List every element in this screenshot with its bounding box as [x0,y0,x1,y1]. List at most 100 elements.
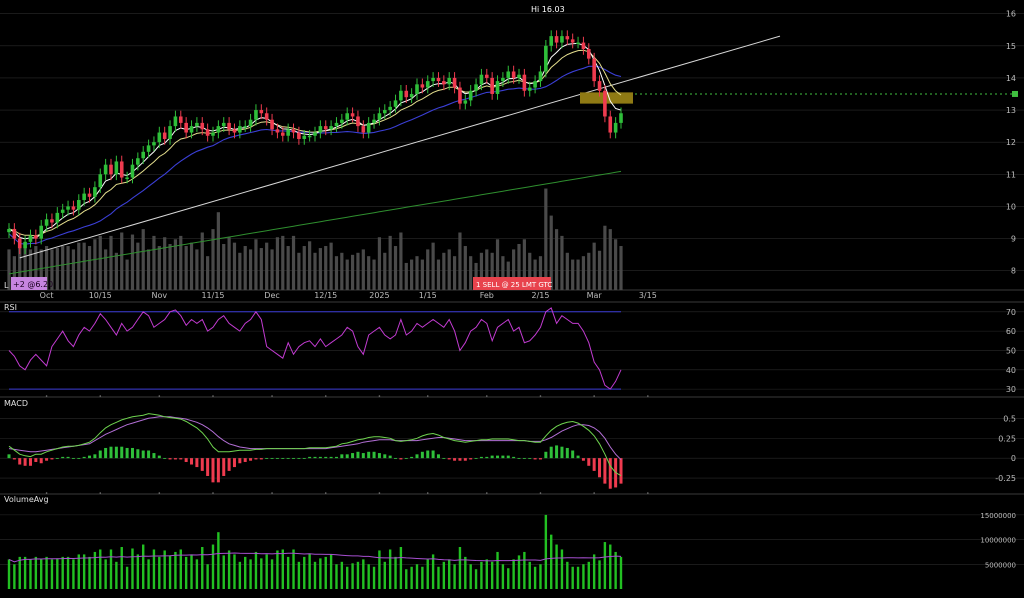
sell-order-tag[interactable]: 1 SELL @ 25 LMT GTC [476,281,552,289]
candle-body[interactable] [195,122,199,127]
candle-body[interactable] [608,116,613,133]
price-panel[interactable]: 8 9 10 11 12 13 14 15 16 Oct 10/15 Nov 11/15 Dec 12/15… [7,10,1018,300]
candle-body[interactable] [66,206,70,210]
candle-body[interactable] [82,193,86,201]
buy-tag-bg[interactable] [11,277,47,290]
candle-body[interactable] [318,126,323,133]
candle-body[interactable] [248,119,253,127]
candle-body[interactable] [189,126,194,133]
candle-body[interactable] [533,81,537,88]
candle-body[interactable] [361,126,366,133]
candle-body[interactable] [98,174,103,188]
candle-body[interactable] [329,126,333,130]
candle-body[interactable] [554,36,559,43]
candle-body[interactable] [173,116,178,127]
candle-body[interactable] [334,122,339,127]
candle-body[interactable] [200,122,205,130]
candle-body[interactable] [560,36,564,43]
candle-body[interactable] [495,81,500,94]
volume-avg-panel[interactable]: 5000000 10000000 15000000 [7,512,1016,589]
candle-body[interactable] [415,84,419,94]
candle-body[interactable] [23,241,27,249]
candle-body[interactable] [39,225,44,239]
candle-body[interactable] [447,77,452,85]
candle-body[interactable] [452,77,457,88]
candle-body[interactable] [388,106,392,111]
candle-body[interactable] [592,58,596,82]
candle-body[interactable] [232,129,237,133]
candle-body[interactable] [350,113,355,117]
candle-body[interactable] [377,113,382,120]
candle-body[interactable] [372,119,376,123]
candle-body[interactable] [259,110,264,114]
candle-body[interactable] [393,100,398,107]
candle-body[interactable] [382,110,387,114]
candle-body[interactable] [103,164,108,175]
candle-body[interactable] [302,135,307,139]
candle-body[interactable] [490,77,494,94]
candle-body[interactable] [570,39,575,43]
candle-body[interactable] [404,90,409,98]
candle-body[interactable] [221,122,226,127]
candle-body[interactable] [549,36,554,46]
candle-body[interactable] [420,84,425,88]
candle-body[interactable] [484,74,489,78]
candle-body[interactable] [227,122,231,130]
candle-body[interactable] [178,116,183,123]
candle-body[interactable] [501,77,505,82]
buy-tag[interactable]: +2 @6.20 [13,280,53,289]
candle-body[interactable] [307,135,312,138]
candle-body[interactable] [71,206,76,210]
candle-body[interactable] [55,212,60,223]
candle-body[interactable] [576,42,580,45]
candle-body[interactable] [442,81,446,85]
candle-body[interactable] [538,71,543,82]
candle-body[interactable] [280,132,285,136]
rsi-panel[interactable]: 30 40 50 60 70 [8,307,1016,394]
candle-body[interactable] [436,77,441,82]
candle-body[interactable] [275,129,280,133]
candle-body[interactable] [565,36,570,40]
candle-body[interactable] [243,126,248,128]
candle-body[interactable] [17,238,22,249]
candle-body[interactable] [527,87,532,91]
candle-body[interactable] [581,42,586,49]
candle-body[interactable] [264,113,269,120]
candle-body[interactable] [399,90,403,101]
candle-body[interactable] [119,161,124,178]
candle-body[interactable] [168,126,172,139]
candle-body[interactable] [184,122,188,133]
candle-body[interactable] [28,235,33,242]
candle-body[interactable] [619,113,623,123]
candle-body[interactable] [544,45,548,72]
candle-body[interactable] [409,93,414,98]
candle-body[interactable] [479,74,484,85]
candle-body[interactable] [511,71,516,78]
candle-body[interactable] [613,122,618,133]
candle-body[interactable] [463,100,468,104]
candle-body[interactable] [356,116,360,127]
candle-body[interactable] [522,74,527,91]
candle-body[interactable] [286,129,290,136]
candle-body[interactable] [211,132,215,136]
candle-body[interactable] [146,145,151,152]
candle-body[interactable] [340,119,344,123]
candle-body[interactable] [50,219,54,223]
candle-body[interactable] [345,113,350,120]
candle-body[interactable] [162,132,167,139]
sell-order-tag-bg[interactable] [473,277,551,290]
candle-body[interactable] [597,81,602,91]
candle-body[interactable] [60,209,65,213]
candle-body[interactable] [34,235,38,239]
macd-panel[interactable]: -0.25 0 0.25 0.5 [7,413,1017,489]
candle-body[interactable] [366,122,371,133]
candle-body[interactable] [141,151,146,159]
candle-body[interactable] [136,158,140,165]
candle-body[interactable] [603,90,607,117]
candle-body[interactable] [114,161,119,175]
candle-body[interactable] [313,132,317,136]
candle-body[interactable] [297,132,301,139]
candle-body[interactable] [152,142,156,146]
candle-body[interactable] [468,90,473,101]
candle-body[interactable] [87,193,92,197]
